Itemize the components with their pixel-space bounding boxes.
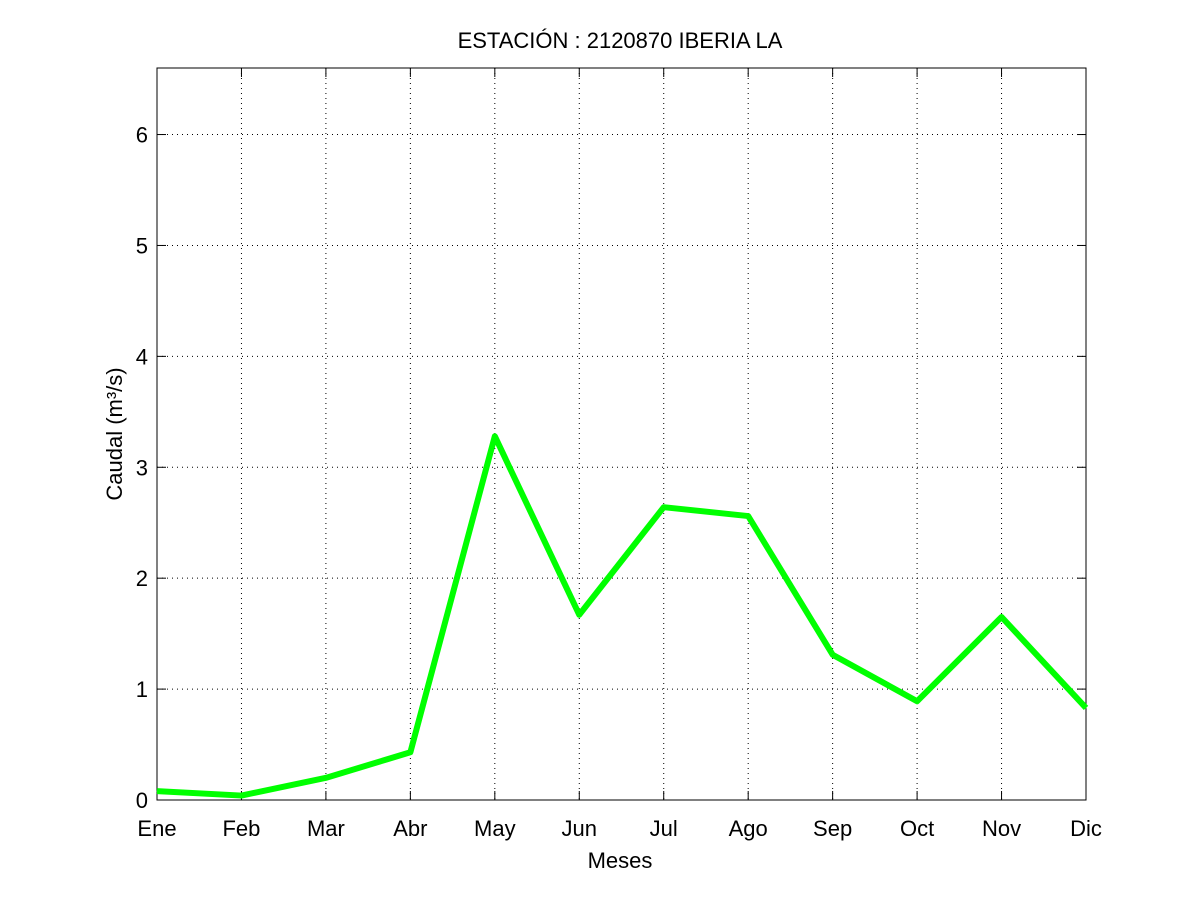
x-tick-label: Ene [137, 816, 176, 841]
y-tick-label: 4 [136, 344, 148, 369]
x-tick-label: Feb [222, 816, 260, 841]
y-tick-label: 1 [136, 677, 148, 702]
x-tick-label: Nov [982, 816, 1021, 841]
data-point-sep [832, 654, 834, 656]
x-tick-label: Abr [393, 816, 427, 841]
x-tick-label: Jul [650, 816, 678, 841]
data-point-jul [663, 506, 665, 508]
grid-lines [157, 68, 1086, 800]
data-point-may [494, 435, 496, 437]
data-point-ago [747, 515, 749, 517]
x-tick-label: Ago [729, 816, 768, 841]
axis-ticks [156, 68, 1087, 801]
plot-frame [156, 67, 1087, 801]
data-point-feb [240, 795, 242, 797]
y-tick-label: 0 [136, 788, 148, 813]
y-tick-label: 5 [136, 233, 148, 258]
data-point-abr [409, 751, 411, 753]
x-tick-label: May [474, 816, 516, 841]
series-line [156, 433, 1089, 799]
y-tick-label: 2 [136, 566, 148, 591]
y-axis-label: Caudal (m³/s) [102, 367, 127, 500]
x-tick-label: Oct [900, 816, 934, 841]
x-tick-labels: Ene Feb Mar Abr May Jun Jul Ago Sep Oct Nov Dic [137, 816, 1101, 841]
y-tick-label: 6 [136, 123, 148, 148]
x-tick-label: Jun [562, 816, 597, 841]
data-point-ene [156, 790, 158, 792]
data-point-nov [1001, 616, 1003, 618]
data-point-mar [325, 777, 327, 779]
data-point-oct [916, 700, 918, 702]
series-layer [156, 433, 1089, 799]
y-tick-labels: 0 1 2 3 4 5 6 [136, 123, 148, 813]
x-tick-label: Sep [813, 816, 852, 841]
y-tick-label: 3 [136, 455, 148, 480]
x-tick-label: Dic [1070, 816, 1102, 841]
x-axis-label: Meses [588, 848, 653, 873]
data-point-jun [578, 614, 580, 616]
chart-title: ESTACIÓN : 2120870 IBERIA LA [458, 28, 783, 53]
x-tick-label: Mar [307, 816, 345, 841]
data-point-dic [1085, 707, 1087, 709]
